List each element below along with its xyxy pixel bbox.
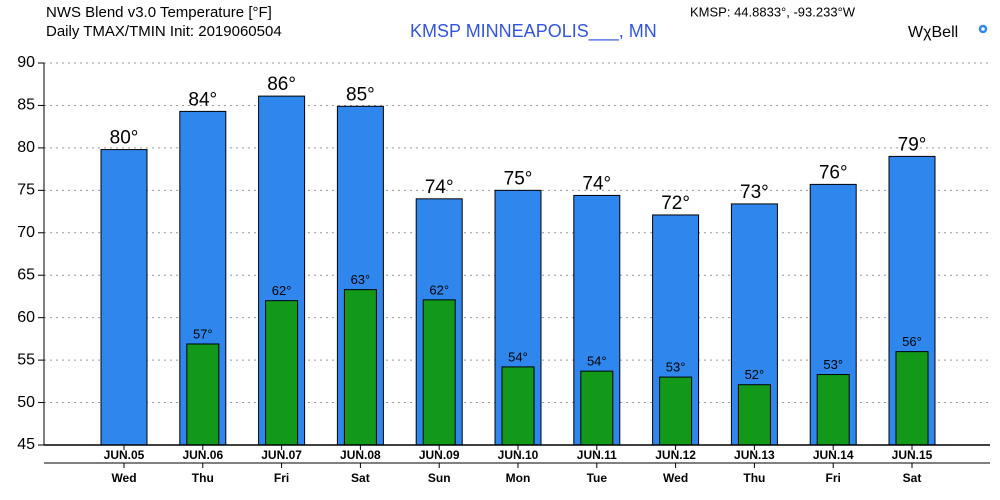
value-label: 74° <box>425 177 454 198</box>
station-location: KMSP: 44.8833°, -93.233°W <box>690 4 856 19</box>
value-label: 52° <box>745 367 765 382</box>
weekday-label: Wed <box>663 471 688 485</box>
value-label: 72° <box>661 193 690 214</box>
value-label: 74° <box>582 173 611 194</box>
y-tick-label: 70 <box>17 224 35 241</box>
weekday-label: Sun <box>428 471 451 485</box>
value-label: 54° <box>508 349 528 364</box>
x-tick-label: JUN.14 <box>813 448 854 462</box>
y-tick-label: 50 <box>17 394 35 411</box>
x-tick-label: JUN.12 <box>655 448 696 462</box>
x-tick-label: JUN.11 <box>577 448 617 462</box>
x-tick-label: JUN.13 <box>734 448 775 462</box>
value-label: 62° <box>272 283 292 298</box>
station-name: KMSP MINNEAPOLIS___, MN <box>410 21 657 42</box>
value-label: 86° <box>267 74 296 95</box>
bar <box>580 370 614 446</box>
x-tick-label: JUN.06 <box>182 448 223 462</box>
value-label: 75° <box>504 168 533 189</box>
y-tick-label: 75 <box>17 182 35 199</box>
bar <box>737 384 771 446</box>
y-tick-label: 80 <box>17 139 35 156</box>
value-label: 53° <box>666 360 686 375</box>
value-label: 56° <box>902 334 922 349</box>
value-label: 80° <box>110 128 139 149</box>
y-tick-label: 85 <box>17 97 35 114</box>
weekday-label: Sat <box>903 471 922 485</box>
bar <box>100 149 148 446</box>
value-label: 85° <box>346 84 375 105</box>
y-tick-label: 60 <box>17 309 35 326</box>
x-tick-label: JUN.10 <box>498 448 539 462</box>
value-label: 73° <box>740 182 769 203</box>
bar <box>422 299 456 446</box>
weekday-label: Thu <box>192 471 214 485</box>
value-label: 62° <box>429 282 449 297</box>
weekday-label: Sat <box>351 471 370 485</box>
x-tick-label: JUN.15 <box>892 448 933 462</box>
weekday-label: Fri <box>826 471 841 485</box>
value-label: 84° <box>188 89 217 110</box>
weekday-label: Mon <box>506 471 531 485</box>
x-tick-label: JUN.07 <box>261 448 302 462</box>
weekday-label: Tue <box>587 471 608 485</box>
bar <box>659 376 693 446</box>
value-label: 57° <box>193 326 213 341</box>
bar <box>343 289 377 446</box>
brand-logo: WχBell <box>908 24 958 41</box>
x-tick-label: JUN.08 <box>340 448 381 462</box>
value-label: 79° <box>898 134 927 155</box>
bar <box>816 374 850 446</box>
value-label: 53° <box>823 357 843 372</box>
x-tick-label: JUN.05 <box>104 448 145 462</box>
bar <box>265 300 299 446</box>
value-label: 54° <box>587 354 607 369</box>
chart-subtitle: Daily TMAX/TMIN Init: 2019060504 <box>46 23 282 40</box>
weekday-label: Wed <box>111 471 136 485</box>
y-tick-label: 55 <box>17 351 35 368</box>
value-label: 63° <box>351 272 371 287</box>
brand-dot <box>978 24 988 34</box>
x-tick-label: JUN.09 <box>419 448 460 462</box>
weekday-label: Fri <box>274 471 289 485</box>
y-tick-label: 65 <box>17 266 35 283</box>
bar <box>186 343 220 446</box>
y-tick-label: 45 <box>17 436 35 453</box>
bar <box>895 351 929 446</box>
weekday-label: Thu <box>743 471 765 485</box>
value-label: 76° <box>819 162 848 183</box>
y-tick-label: 90 <box>17 54 35 71</box>
bar <box>501 366 535 446</box>
chart-title: NWS Blend v3.0 Temperature [°F] <box>46 4 272 21</box>
